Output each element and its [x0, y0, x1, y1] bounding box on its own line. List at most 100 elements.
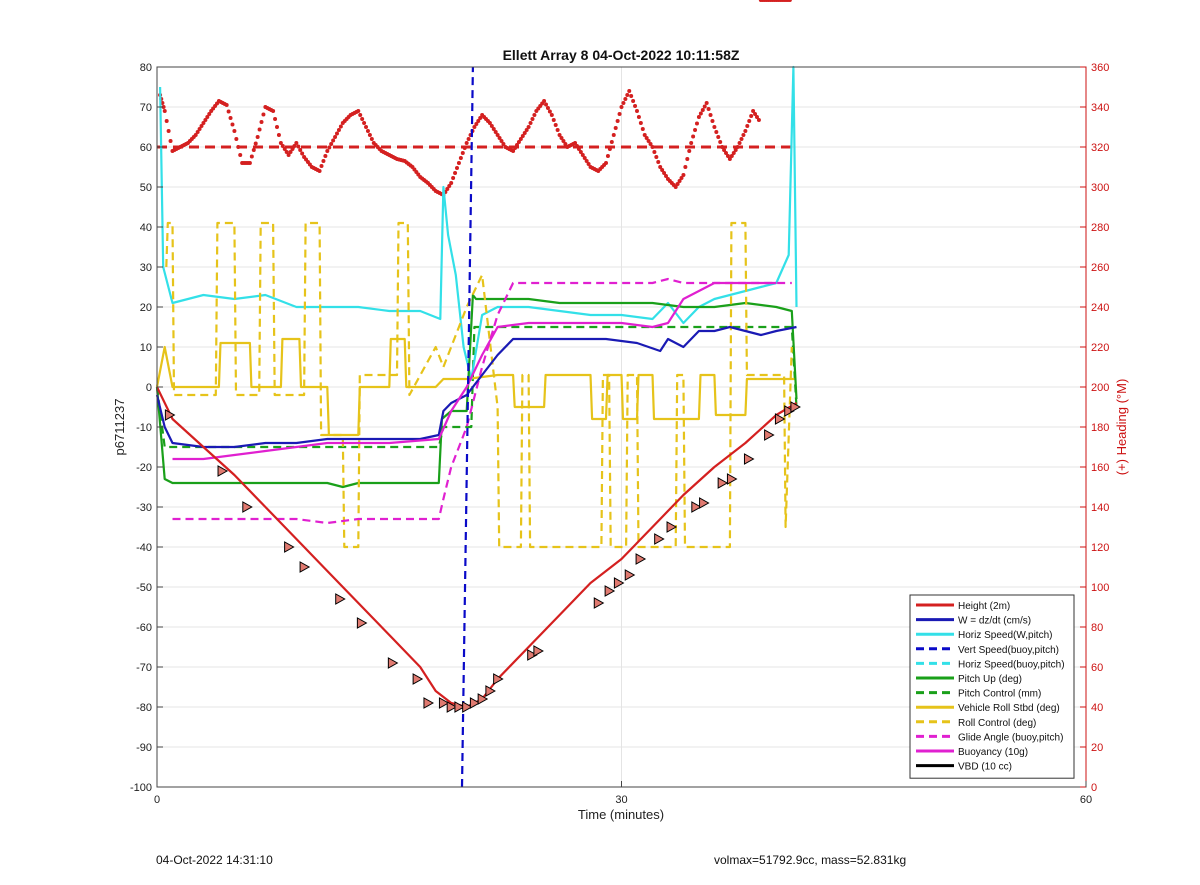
heading-point	[725, 154, 730, 158]
height-marker	[784, 405, 795, 417]
heading-point	[327, 145, 332, 150]
heading-point	[683, 165, 688, 169]
height-marker	[527, 649, 538, 661]
heading-point	[292, 144, 297, 148]
heading-point	[365, 129, 370, 133]
heading-point	[662, 171, 667, 175]
heading-point	[516, 140, 521, 144]
height-marker	[284, 541, 295, 553]
height-marker	[387, 657, 399, 669]
legend: Height (2m) W = dz/dt (cm/s) Horiz Speed(W…	[909, 594, 1075, 779]
heading-point	[162, 109, 167, 113]
y2-tick-label: 360	[1091, 62, 1109, 74]
heading-point	[617, 112, 622, 116]
heading-point	[677, 179, 682, 183]
heading-point	[634, 109, 639, 113]
heading-point	[654, 155, 659, 159]
heading-point	[224, 103, 229, 107]
heading-point	[652, 150, 657, 154]
heading-point	[249, 154, 254, 159]
legend-entry-3: Vert Speed(buoy,pitch)	[958, 645, 1059, 656]
heading-point	[604, 161, 609, 165]
height-marker	[335, 593, 346, 605]
height-marker	[764, 429, 775, 441]
height-marker	[454, 701, 465, 713]
x-axis-label: Time (minutes)	[578, 807, 664, 822]
heading-point	[497, 136, 502, 140]
height-marker	[635, 553, 647, 565]
heading-point	[367, 133, 372, 137]
heading-point	[557, 133, 562, 137]
heading-point	[555, 128, 560, 132]
heading-point	[325, 149, 330, 153]
heading-point	[574, 144, 579, 148]
y-tick-label: 60	[140, 142, 152, 154]
heading-point	[636, 115, 641, 119]
height-marker	[604, 585, 616, 597]
heading-point	[261, 112, 266, 117]
height-marker	[477, 693, 489, 705]
height-marker	[691, 501, 702, 513]
heading-point	[489, 124, 494, 128]
heading-point	[164, 119, 169, 123]
heading-point	[689, 141, 694, 145]
heading-point	[607, 147, 612, 151]
y2-tick-label: 260	[1091, 262, 1109, 274]
heading-point	[356, 109, 361, 113]
heading-point	[238, 153, 243, 157]
heading-point	[501, 142, 506, 146]
y2-tick-label: 300	[1091, 182, 1109, 194]
height-marker	[774, 413, 786, 425]
heading-point	[511, 149, 516, 153]
heading-point	[273, 117, 278, 121]
heading-point	[518, 137, 523, 141]
heading-point	[161, 105, 166, 109]
heading-point	[466, 137, 471, 141]
y2-tick-label: 0	[1091, 782, 1097, 794]
heading-point	[664, 174, 669, 178]
heading-point	[334, 131, 339, 136]
heading-point	[553, 123, 558, 127]
heading-point	[522, 131, 527, 135]
y2-tick-label: 340	[1091, 102, 1109, 114]
heading-point	[290, 147, 295, 151]
y-tick-label: -20	[136, 462, 152, 474]
y-tick-label: 80	[140, 62, 152, 74]
height-marker	[485, 685, 496, 697]
heading-point	[623, 97, 628, 101]
heading-point	[679, 176, 684, 180]
chart-title: Ellett Array 8 04-Oct-2022 10:11:58Z	[503, 47, 740, 63]
heading-point	[787, 0, 792, 2]
height-marker	[217, 465, 229, 477]
height-marker	[743, 453, 755, 465]
height-marker	[242, 501, 253, 513]
heading-point	[702, 104, 707, 109]
heading-point	[251, 148, 256, 152]
heading-point	[605, 154, 610, 158]
heading-point	[449, 181, 454, 185]
heading-point	[499, 139, 504, 143]
heading-point	[704, 101, 709, 105]
legend-entry-8: Roll Control (deg)	[958, 718, 1036, 729]
heading-point	[611, 133, 616, 137]
heading-point	[545, 106, 550, 110]
heading-point	[694, 121, 699, 126]
y2-tick-label: 220	[1091, 342, 1109, 354]
series-line-10	[172, 281, 777, 461]
y2-tick-label: 140	[1091, 502, 1109, 514]
heading-point	[526, 125, 531, 129]
heading-point	[743, 129, 748, 133]
heading-point	[360, 117, 365, 121]
heading-point	[687, 149, 692, 153]
heading-point	[673, 185, 678, 189]
heading-point	[640, 127, 645, 131]
heading-point	[658, 165, 663, 169]
heading-point	[454, 166, 459, 170]
heading-point	[274, 125, 279, 129]
height-marker	[423, 697, 434, 709]
height-marker	[533, 645, 544, 657]
y-tick-label: 30	[140, 262, 152, 274]
heading-point	[629, 94, 634, 98]
heading-point	[747, 119, 752, 123]
heading-point	[584, 159, 589, 163]
